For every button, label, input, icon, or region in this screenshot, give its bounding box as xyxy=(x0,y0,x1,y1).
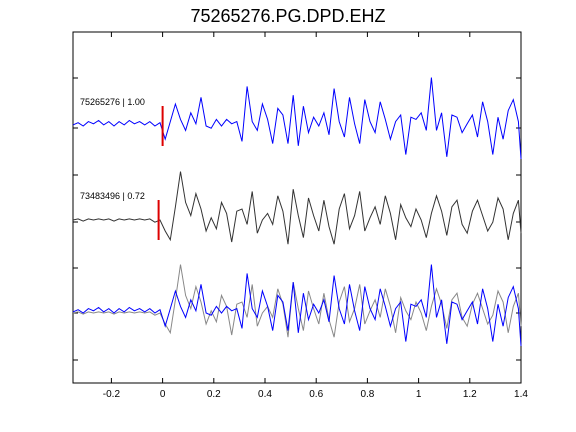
x-tick-label: 0.6 xyxy=(309,389,323,400)
trace-2-line xyxy=(72,171,522,245)
trace-1-line xyxy=(72,77,522,160)
x-tick-label: 0.2 xyxy=(207,389,221,400)
chart-title: 75265276.PG.DPD.EHZ xyxy=(190,6,386,26)
x-tick-label: 0 xyxy=(160,389,166,400)
overlay-trace-2-line xyxy=(72,264,522,338)
overlay-trace-1-line xyxy=(72,264,522,347)
x-tick-label: 1.4 xyxy=(514,389,528,400)
trace-2-label: 73483496 | 0.72 xyxy=(80,191,145,201)
trace-1-label: 75265276 | 1.00 xyxy=(80,97,145,107)
x-tick-label: 1.2 xyxy=(463,389,477,400)
x-tick-label: 1 xyxy=(416,389,422,400)
plot-frame xyxy=(72,31,522,384)
x-axis-ticks: -0.2 0 0.2 0.4 0.6 0.8 1 1.2 1.4 xyxy=(103,32,528,400)
x-tick-label: 0.4 xyxy=(258,389,272,400)
x-tick-label: 0.8 xyxy=(360,389,374,400)
x-tick-label: -0.2 xyxy=(103,389,121,400)
traces: 75265276 | 1.00 73483496 | 0.72 xyxy=(72,77,522,347)
